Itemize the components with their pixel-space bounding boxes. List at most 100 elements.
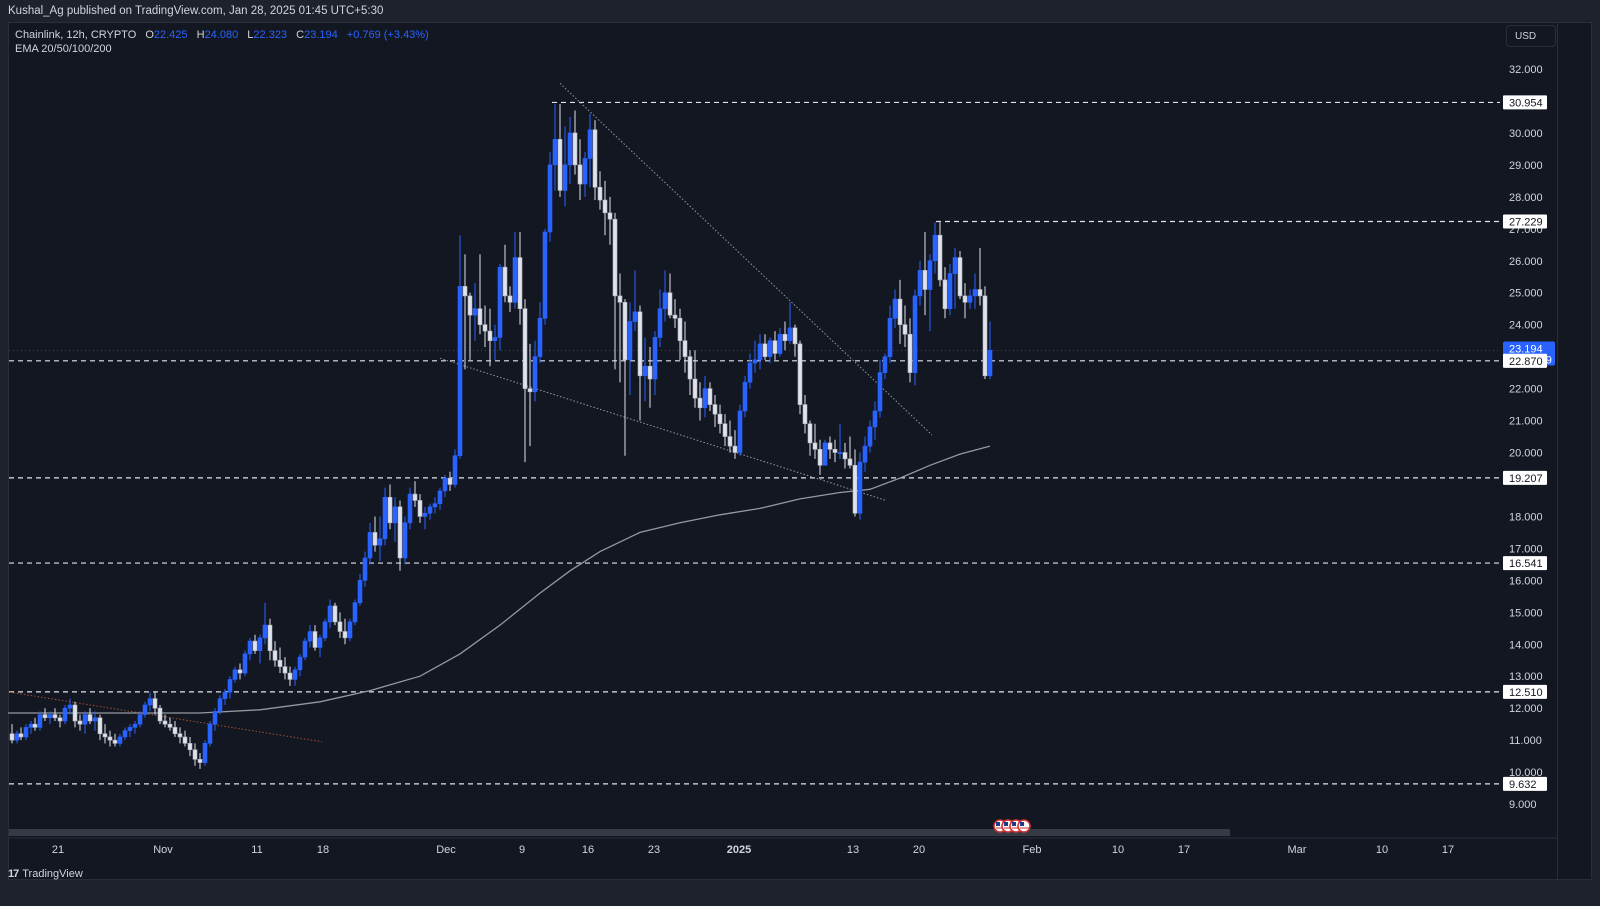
candle-body: [657, 308, 663, 338]
level-price-label: 12.510: [1509, 687, 1543, 699]
candle-body: [392, 506, 398, 524]
candle-body: [607, 212, 613, 220]
time-scrollbar[interactable]: [9, 829, 1230, 836]
symbol-ohlc-row: Chainlink, 12h, CRYPTO O22.425 H24.080 L…: [15, 28, 429, 42]
candle-body: [557, 139, 563, 191]
candle-body: [492, 337, 498, 341]
candle-body: [132, 723, 138, 728]
time-tick-label: Nov: [153, 844, 173, 856]
level-price-label: 30.954: [1509, 97, 1543, 109]
trendline[interactable]: [9, 691, 323, 743]
candle-body: [982, 295, 988, 377]
candle-body: [712, 404, 718, 415]
candle-body: [177, 733, 183, 738]
time-tick-label: 2025: [727, 844, 751, 856]
candle-body: [757, 343, 763, 361]
candle-body: [637, 311, 643, 377]
candle-body: [692, 378, 698, 399]
candle-body: [207, 723, 213, 744]
candle-body: [507, 295, 513, 303]
candle-body: [14, 733, 20, 741]
candle-body: [452, 455, 458, 485]
candle-body: [437, 490, 443, 504]
candle-body: [572, 132, 578, 166]
time-tick-label: 10: [1112, 844, 1124, 856]
candle-body: [217, 698, 223, 712]
candle-body: [457, 286, 463, 457]
candle-body: [787, 327, 793, 341]
candle-body: [862, 445, 868, 463]
candle-body: [137, 714, 143, 725]
candle-body: [347, 621, 353, 639]
ema-200-line: [8, 445, 991, 714]
level-price-label: 27.229: [1509, 216, 1543, 228]
price-tick-label: 11.000: [1509, 735, 1542, 747]
candle-body: [112, 739, 118, 744]
candle-body: [332, 605, 338, 623]
price-tick-label: 10.000: [1509, 767, 1543, 779]
candle-body: [292, 669, 298, 680]
time-tick-label: 17: [1442, 844, 1454, 856]
candle-body: [602, 199, 608, 214]
candle-body: [917, 270, 923, 297]
level-price-tag: [1503, 353, 1547, 368]
candle-body: [182, 736, 188, 744]
candle-body: [77, 720, 83, 725]
candle-body: [772, 340, 778, 354]
candle-body: [367, 532, 373, 559]
indicator-label[interactable]: EMA 20/50/100/200: [15, 43, 112, 55]
candle-body: [167, 723, 173, 728]
candle-body: [227, 679, 233, 693]
candle-body: [847, 458, 853, 466]
candle-body: [267, 624, 273, 651]
candle-body: [262, 624, 268, 639]
candle-body: [212, 711, 218, 725]
level-price-tag: [1503, 776, 1547, 791]
close-value: 23.194: [304, 29, 338, 41]
candle-body: [962, 295, 968, 303]
candle-body: [352, 602, 358, 623]
candle-body: [827, 442, 833, 450]
time-tick-label: 17: [1178, 844, 1190, 856]
candle-body: [417, 500, 423, 517]
low-label: L: [247, 29, 254, 41]
price-tick-label: 25.000: [1509, 288, 1543, 300]
candle-body: [342, 631, 348, 639]
candle-body: [682, 340, 688, 357]
price-tick-label: 28.000: [1509, 192, 1543, 204]
candle-body: [747, 362, 753, 383]
candle-body: [597, 186, 603, 201]
chart-pane[interactable]: [8, 22, 1592, 880]
candle-body: [852, 465, 858, 514]
candle-body: [242, 653, 248, 674]
high-label: H: [196, 29, 205, 41]
price-tick-label: 17.000: [1509, 543, 1543, 555]
tradingview-brand: TradingView: [22, 868, 83, 880]
candle-body: [372, 532, 378, 546]
candle-body: [157, 707, 163, 722]
candle-body: [542, 231, 548, 319]
trendline[interactable]: [559, 83, 933, 436]
candle-body: [187, 743, 193, 751]
level-price-label: 22.870: [1509, 356, 1543, 368]
candle-body: [142, 704, 148, 715]
candle-body: [867, 426, 873, 447]
candle-body: [57, 717, 63, 722]
candle-body: [317, 637, 323, 648]
candle-body: [87, 714, 93, 722]
candle-body: [222, 691, 228, 699]
candle-body: [497, 266, 503, 338]
price-tick-label: 9.000: [1509, 799, 1537, 811]
price-tick-label: 30.000: [1509, 128, 1543, 140]
candle-body: [202, 743, 208, 763]
us-flag-canton: [1020, 822, 1024, 826]
candle-body: [987, 349, 993, 377]
chart-legend: Chainlink, 12h, CRYPTO O22.425 H24.080 L…: [15, 28, 429, 56]
level-price-tag: [1503, 95, 1547, 110]
candle-body: [42, 714, 48, 719]
symbol-title[interactable]: Chainlink, 12h, CRYPTO: [15, 29, 137, 41]
trendline[interactable]: [439, 357, 887, 501]
us-flag-canton: [996, 822, 1000, 826]
currency-button[interactable]: USD: [1506, 25, 1556, 47]
